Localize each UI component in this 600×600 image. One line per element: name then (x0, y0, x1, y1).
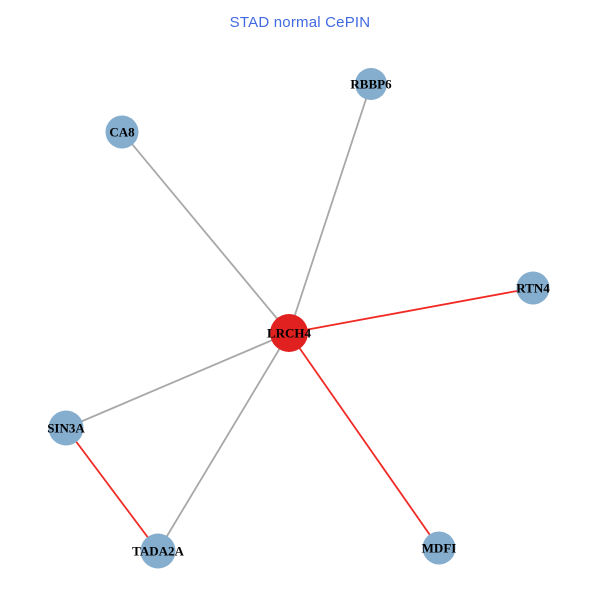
edge-lrch4-rbbp6 (288, 83, 372, 334)
node-rtn4[interactable] (516, 271, 550, 305)
node-rbbp6[interactable] (355, 68, 387, 100)
nodes-layer (48, 68, 550, 569)
node-lrch4[interactable] (270, 314, 308, 352)
edges-layer (65, 83, 534, 552)
edge-sin3a-tada2a (65, 427, 159, 552)
edge-lrch4-tada2a (157, 332, 290, 552)
edge-lrch4-rtn4 (288, 287, 534, 334)
edge-lrch4-ca8 (121, 131, 290, 334)
node-ca8[interactable] (105, 115, 139, 149)
node-tada2a[interactable] (140, 533, 176, 569)
edge-lrch4-mdfi (288, 332, 440, 549)
edge-lrch4-sin3a (65, 332, 290, 429)
plot-title: STAD normal CePIN (229, 14, 371, 31)
node-sin3a[interactable] (48, 410, 84, 446)
node-mdfi[interactable] (422, 531, 456, 565)
